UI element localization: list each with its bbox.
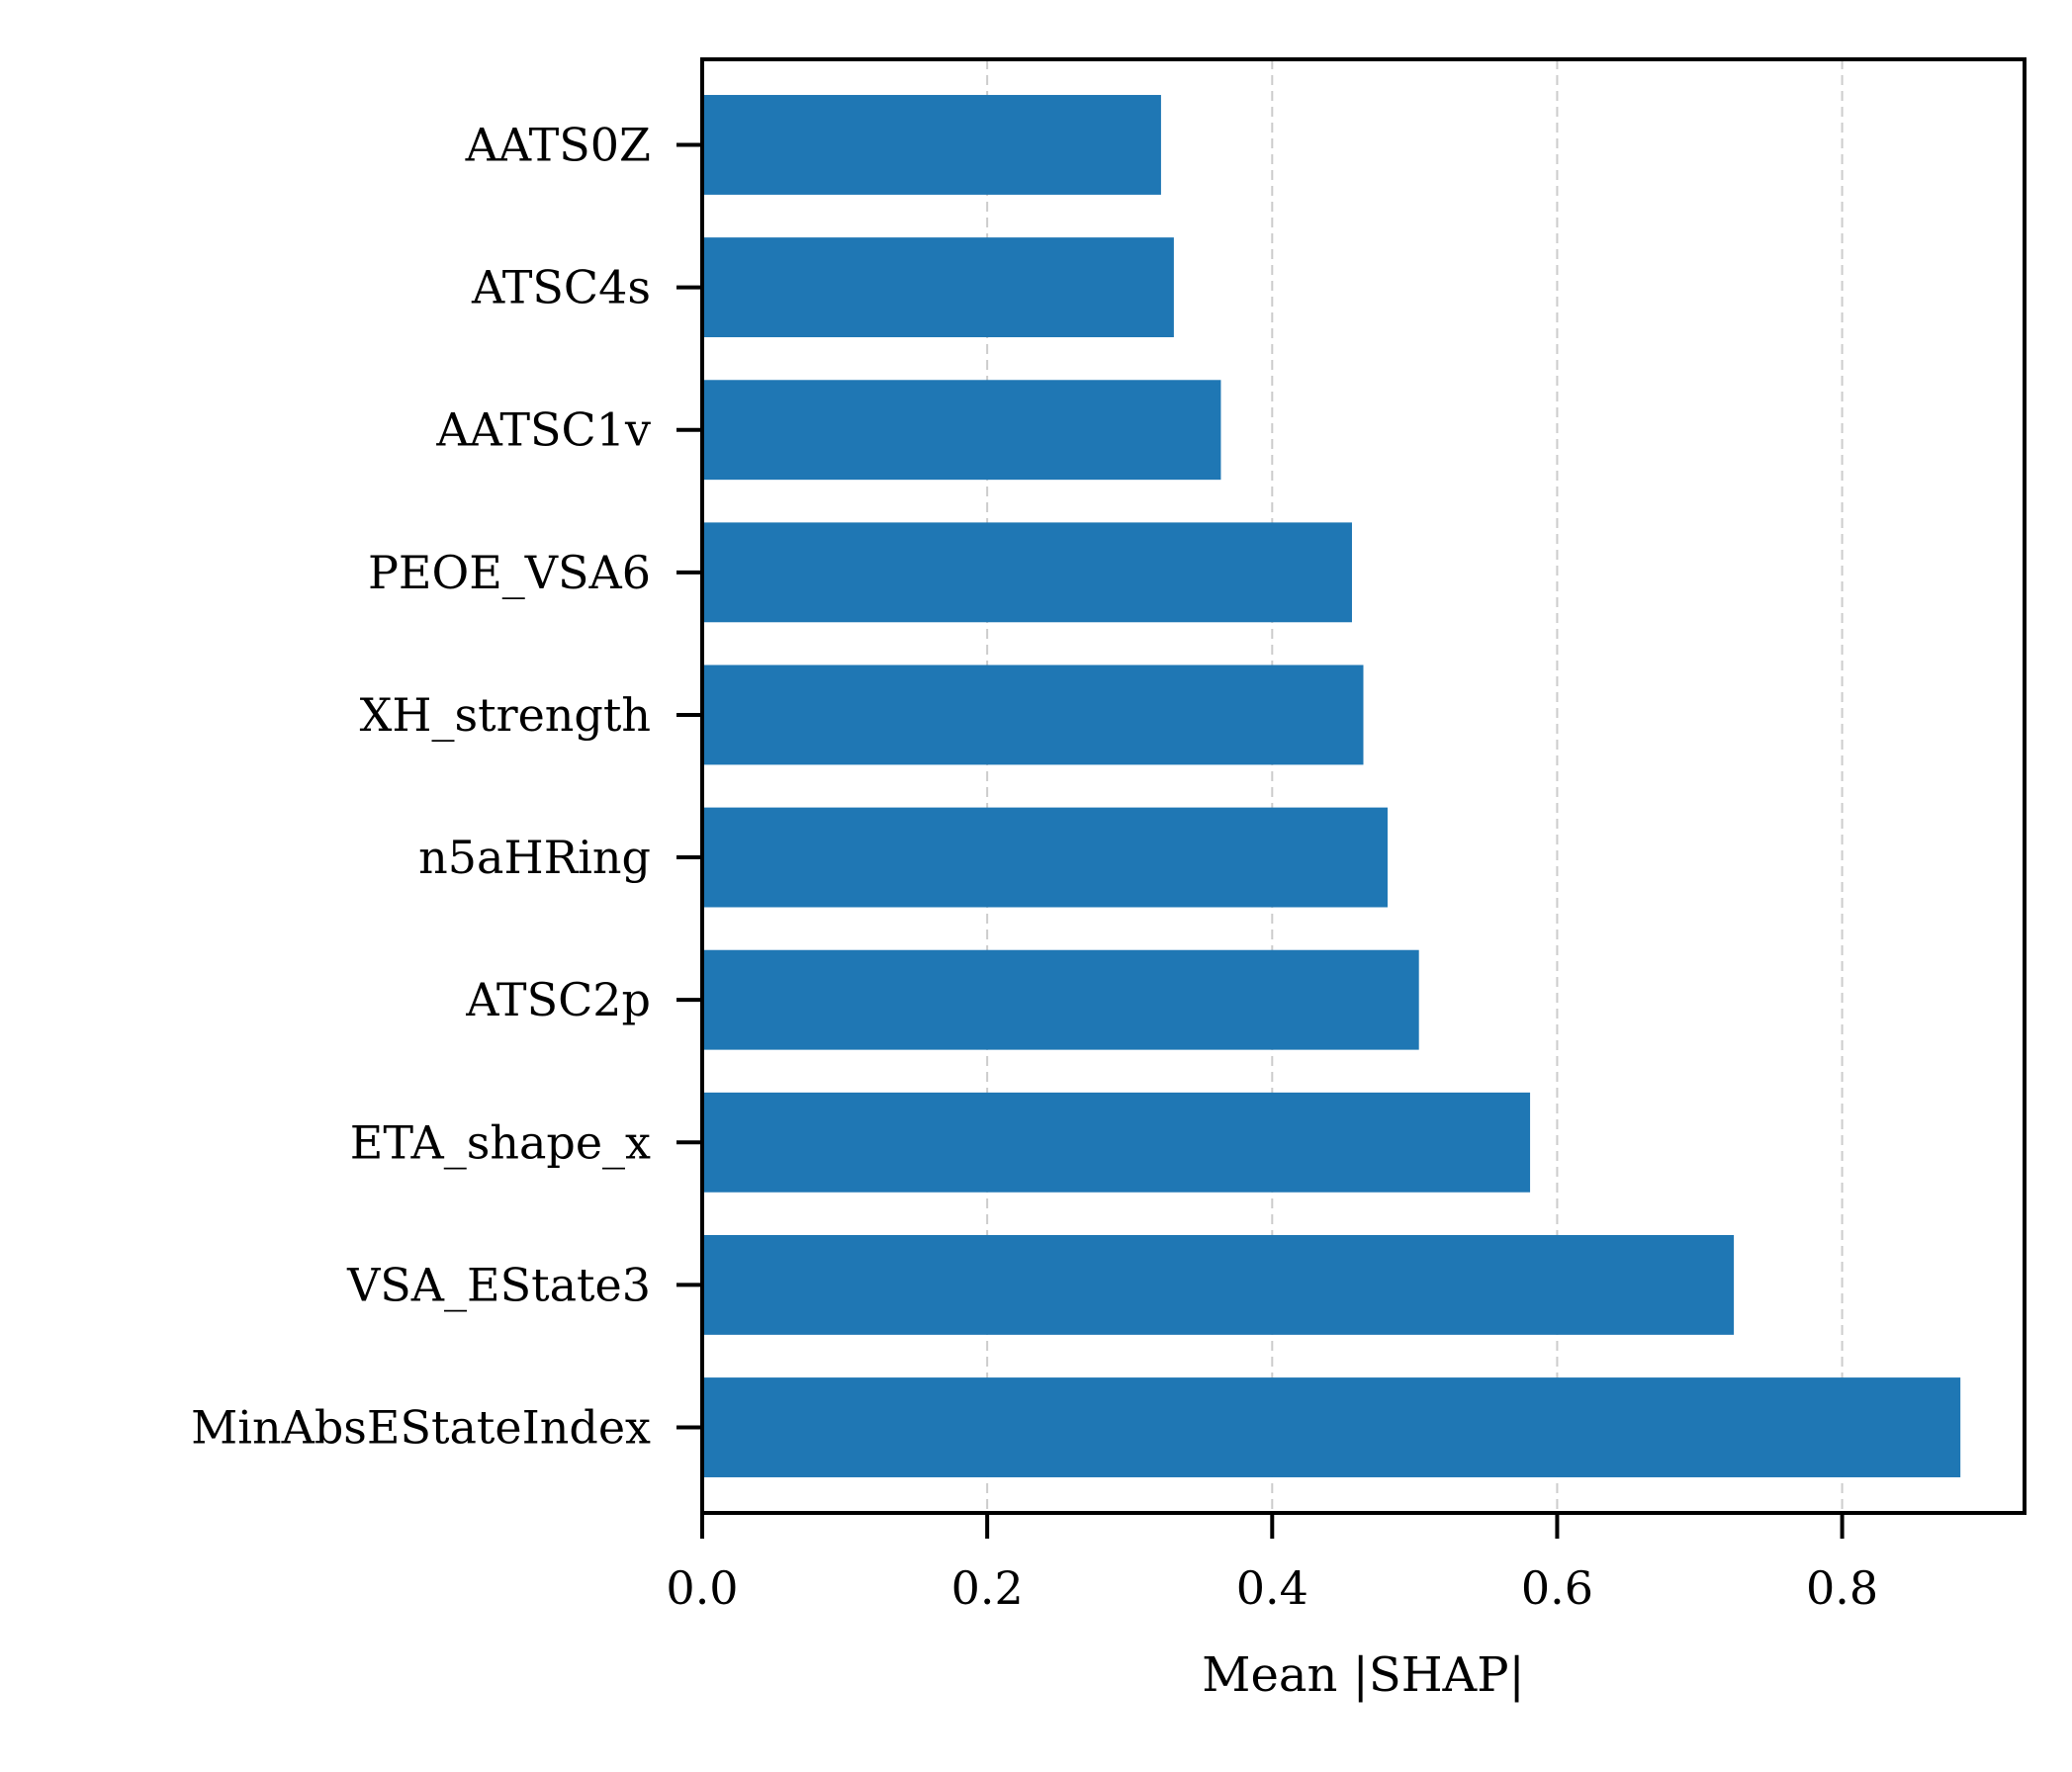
- bar: [702, 522, 1352, 623]
- y-axis: MinAbsEStateIndex VSA_EState3 ETA_shape_x A…: [191, 118, 702, 1455]
- x-tick-label: 0.4: [1236, 1561, 1308, 1615]
- y-tick-label: AATSC1v: [435, 403, 651, 457]
- plot-frame: [700, 57, 2027, 1515]
- y-tick-label: PEOE_VSA6: [368, 546, 651, 599]
- y-tick-label: MinAbsEStateIndex: [191, 1401, 651, 1455]
- bar: [702, 664, 1364, 765]
- x-tick-label: 0.2: [951, 1561, 1024, 1615]
- y-tick-label: ATSC2p: [465, 973, 651, 1026]
- bars: [702, 95, 1961, 1477]
- bar: [702, 1234, 1735, 1335]
- y-tick-label: AATS0Z: [465, 118, 651, 171]
- bar: [702, 380, 1221, 481]
- bar: [702, 949, 1419, 1050]
- y-tick-label: ETA_shape_x: [350, 1115, 651, 1169]
- x-axis-label: Mean |SHAP|: [1202, 1647, 1524, 1703]
- y-tick-label: XH_strength: [360, 688, 651, 742]
- x-tick-label: 0.6: [1521, 1561, 1593, 1615]
- bar: [702, 807, 1388, 908]
- x-tick-label: 0.8: [1806, 1561, 1878, 1615]
- y-tick-label: VSA_EState3: [346, 1258, 651, 1311]
- y-tick-label: ATSC4s: [471, 261, 651, 314]
- x-tick-label: 0.0: [666, 1561, 738, 1615]
- bar: [702, 1377, 1961, 1477]
- bar: [702, 1092, 1531, 1193]
- bar: [702, 237, 1174, 338]
- bar: [702, 95, 1161, 195]
- x-axis: 0.0 0.2 0.4 0.6 0.8: [666, 1513, 1878, 1615]
- y-tick-label: n5aHRing: [418, 831, 651, 884]
